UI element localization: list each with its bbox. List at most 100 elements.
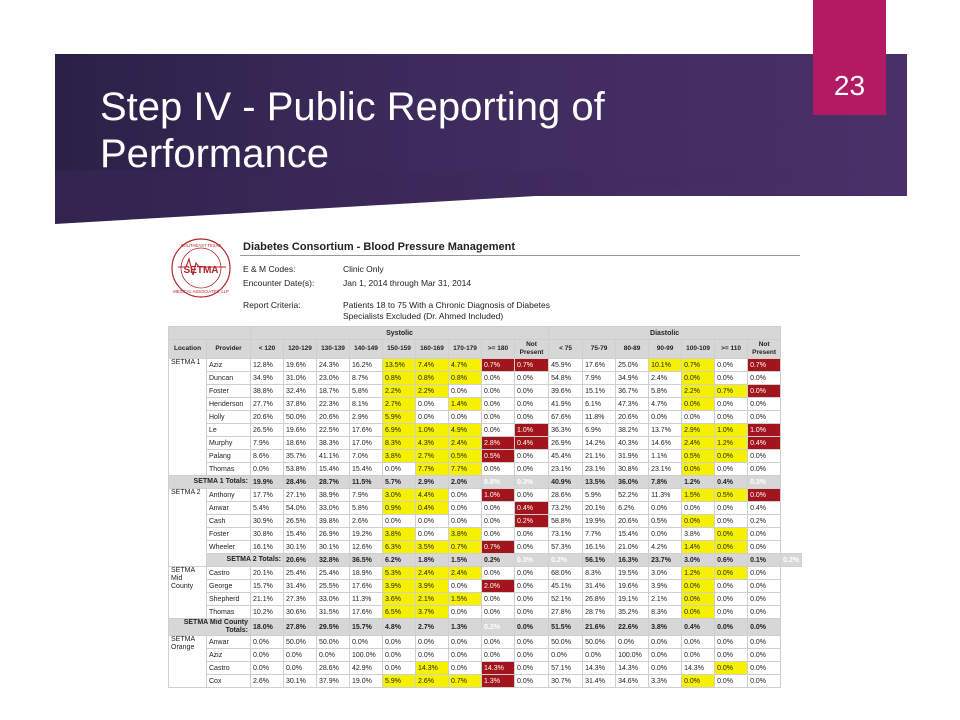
value-cell: 0.0% xyxy=(648,648,683,662)
value-cell: 45.1% xyxy=(548,579,584,593)
table-row: Aziz 0.0% 0.0% 0.0% 100.0% 0.0% 0.0% 0.0% 0.0% 0.… xyxy=(169,648,802,662)
value-cell: 0.0% xyxy=(747,449,782,463)
value-cell: 0.0% xyxy=(283,648,317,662)
value-cell: 30.1% xyxy=(316,540,350,554)
provider-cell: Anthony xyxy=(206,488,251,502)
value-cell: 0.0% xyxy=(747,410,782,424)
value-cell: 41.1% xyxy=(316,449,350,463)
value-cell: 14.3% xyxy=(481,661,515,675)
value-cell: 0.0% xyxy=(747,592,782,606)
value-cell: 8.3% xyxy=(582,566,617,580)
svg-text:SOUTHEAST TEXAS: SOUTHEAST TEXAS xyxy=(181,243,222,248)
provider-cell: Aziz xyxy=(206,358,251,372)
value-cell: 0.4% xyxy=(714,475,749,489)
column-header: Not Present xyxy=(513,339,550,359)
value-cell: 14.2% xyxy=(582,436,617,450)
value-cell: 18.9% xyxy=(349,566,383,580)
value-cell: 1.5% xyxy=(448,592,482,606)
value-cell: 1.2% xyxy=(681,566,716,580)
value-cell: 7.0% xyxy=(349,449,383,463)
value-cell: 3.9% xyxy=(382,579,416,593)
value-cell: 53.8% xyxy=(283,462,317,476)
table-row: Duncan 34.9% 31.0% 23.0% 8.7% 0.8% 0.8% 0.8% 0.0… xyxy=(169,371,802,385)
value-cell: 2.4% xyxy=(448,436,482,450)
value-cell: 38.2% xyxy=(615,423,650,437)
value-cell: 0.0% xyxy=(548,648,584,662)
table-row: SETMA Orange Anwar 0.0% 50.0% 50.0% 0.0% 0.0% 0… xyxy=(168,635,802,688)
value-cell: 0.0% xyxy=(681,674,716,688)
table-body: SETMA 1 Aziz 12.8% 19.6% 24.3% 16.2% 13.5% 7.4%… xyxy=(168,358,802,688)
value-cell: 20.1% xyxy=(250,566,284,580)
value-cell: 0.0% xyxy=(747,648,782,662)
value-cell: 0.4% xyxy=(513,436,550,450)
value-cell: 1.5% xyxy=(448,553,482,567)
value-cell: 19.6% xyxy=(615,579,650,593)
value-cell: 0.0% xyxy=(747,605,782,619)
value-cell: 0.0% xyxy=(714,566,749,580)
table-row: George 15.7% 31.4% 25.5% 17.6% 3.9% 3.9% 0.0% 2.… xyxy=(169,579,802,593)
value-cell: 54.8% xyxy=(548,371,584,385)
value-cell: 30.1% xyxy=(283,674,317,688)
value-cell: 35.7% xyxy=(283,449,317,463)
value-cell: 30.7% xyxy=(548,674,584,688)
table-row: Thomas 10.2% 30.6% 31.5% 17.6% 6.5% 3.7% 0.0% 0.… xyxy=(169,605,802,619)
blank-header xyxy=(168,326,251,340)
table-row: Thomas 0.0% 53.8% 15.4% 15.4% 0.0% 7.7% 7.7% 0.0… xyxy=(169,462,802,476)
provider-cell: Anwar xyxy=(206,501,251,515)
value-cell: 16.1% xyxy=(250,540,284,554)
value-cell: 0.0% xyxy=(714,618,749,636)
value-cell: 14.3% xyxy=(681,661,716,675)
value-cell: 30.1% xyxy=(283,540,317,554)
value-cell: 6.9% xyxy=(382,423,416,437)
value-cell: 40.3% xyxy=(615,436,650,450)
provider-cell: Palang xyxy=(206,449,251,463)
value-cell: 0.0% xyxy=(747,566,782,580)
value-cell: 0.0% xyxy=(382,661,416,675)
provider-cell: Duncan xyxy=(206,371,251,385)
value-cell: 58.8% xyxy=(548,514,584,528)
value-cell: 2.1% xyxy=(648,592,683,606)
value-cell: 0.6% xyxy=(714,553,749,567)
value-cell: 0.0% xyxy=(382,462,416,476)
value-cell: 0.3% xyxy=(513,475,550,489)
value-cell: 0.0% xyxy=(448,514,482,528)
value-cell: 16.1% xyxy=(582,540,617,554)
value-cell: 0.0% xyxy=(316,648,350,662)
value-cell: 14.3% xyxy=(582,661,617,675)
value-cell: 0.0% xyxy=(714,579,749,593)
value-cell: 38.3% xyxy=(316,436,350,450)
value-cell: 0.0% xyxy=(513,674,550,688)
value-cell: 14.3% xyxy=(415,661,449,675)
value-cell: 50.0% xyxy=(283,635,317,649)
value-cell: 3.3% xyxy=(648,674,683,688)
value-cell: 1.4% xyxy=(448,397,482,411)
value-cell: 50.0% xyxy=(548,635,584,649)
table-row: Foster 38.8% 32.4% 18.7% 5.8% 2.2% 2.2% 0.0% 0.0… xyxy=(169,384,802,398)
value-cell: 0.0% xyxy=(513,527,550,541)
value-cell: 52.1% xyxy=(548,592,584,606)
value-cell: 40.9% xyxy=(548,475,584,489)
value-cell: 0.0% xyxy=(681,371,716,385)
value-cell: 31.0% xyxy=(283,371,317,385)
value-cell: 3.9% xyxy=(415,579,449,593)
value-cell: 3.0% xyxy=(681,553,716,567)
value-cell: 35.2% xyxy=(615,605,650,619)
value-cell: 8.6% xyxy=(250,449,284,463)
value-cell: 22.3% xyxy=(316,397,350,411)
value-cell: 18.7% xyxy=(316,384,350,398)
value-cell: 0.0% xyxy=(448,648,482,662)
value-cell: 3.0% xyxy=(382,488,416,502)
value-cell: 0.5% xyxy=(648,514,683,528)
value-cell: 67.6% xyxy=(548,410,584,424)
value-cell: 6.3% xyxy=(382,540,416,554)
value-cell: 2.7% xyxy=(415,618,449,636)
provider-cell: Anwar xyxy=(206,635,251,649)
value-cell: 36.7% xyxy=(615,384,650,398)
value-cell: 4.7% xyxy=(648,397,683,411)
provider-cell: Holly xyxy=(206,410,251,424)
value-cell: 0.0% xyxy=(681,592,716,606)
value-cell: 21.0% xyxy=(615,540,650,554)
value-cell: 0.0% xyxy=(481,501,515,515)
slide-number: 23 xyxy=(833,70,866,101)
value-cell: 0.0% xyxy=(714,592,749,606)
